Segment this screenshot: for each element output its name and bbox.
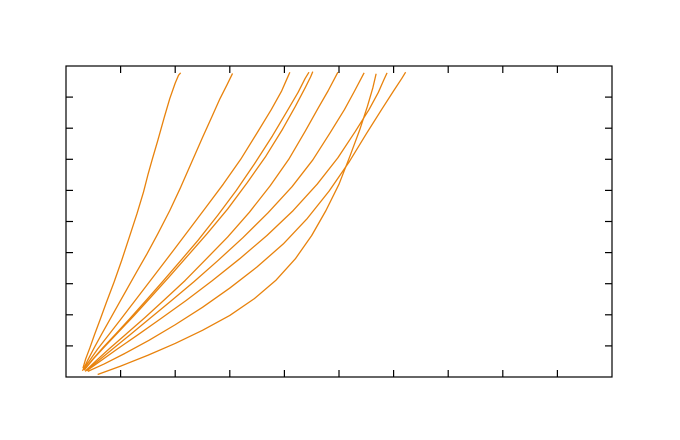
data-curve-curve-4 — [83, 71, 310, 371]
data-series-layer — [81, 71, 407, 376]
axes-frame — [65, 65, 613, 378]
data-curve-curve-10 — [97, 73, 377, 376]
data-curve-curve-7 — [84, 72, 365, 372]
data-curve-curve-1 — [82, 72, 182, 369]
data-curve-curve-8 — [86, 72, 388, 372]
axes-layer — [65, 65, 613, 378]
tick-marks — [66, 66, 612, 377]
data-curve-curve-3 — [81, 71, 291, 372]
data-curve-curve-2 — [82, 73, 234, 370]
data-curve-curve-6 — [85, 71, 339, 372]
data-curve-curve-5 — [84, 71, 314, 370]
data-curve-curve-9 — [87, 71, 407, 372]
